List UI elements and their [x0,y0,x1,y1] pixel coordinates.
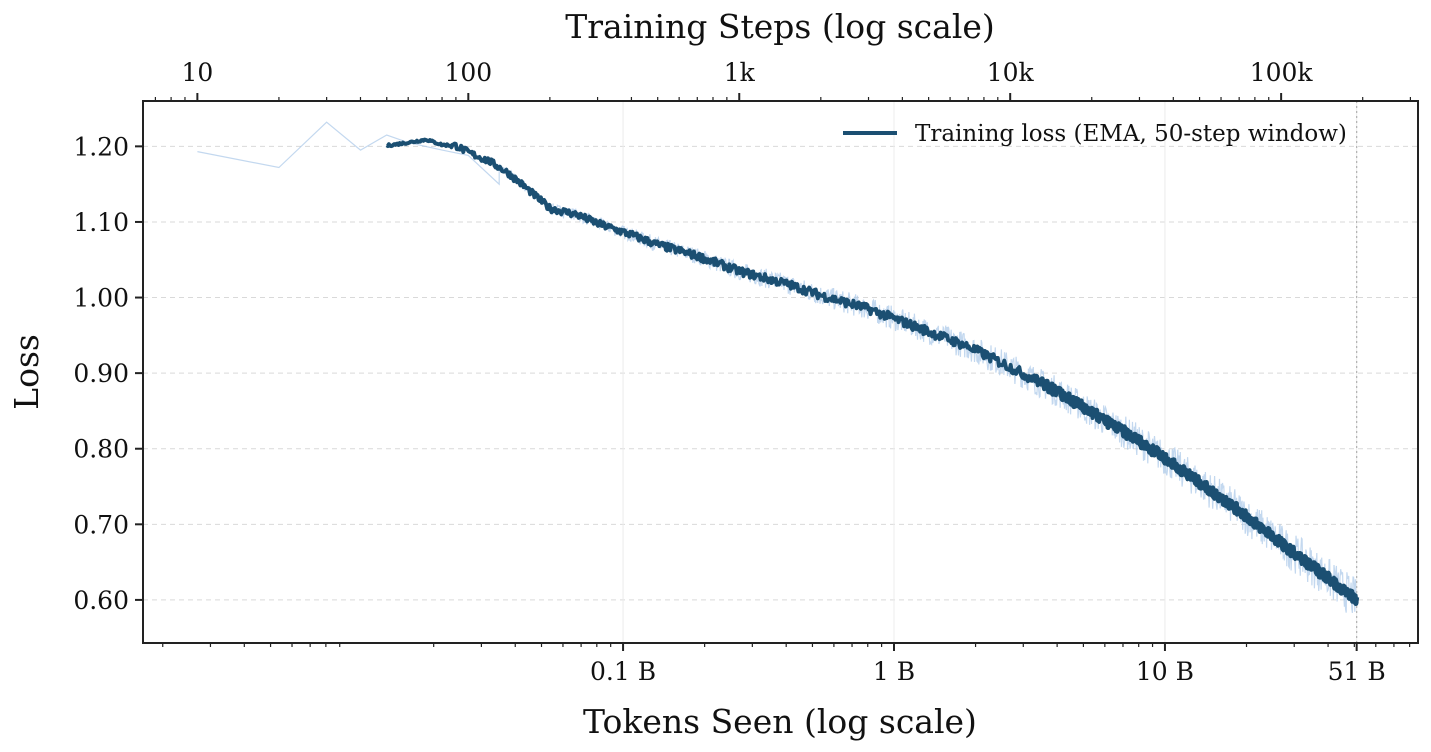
ema-loss-line [385,137,1359,605]
x-tick-label: 0.1 B [590,657,656,686]
top-tick-label: 10k [987,58,1035,87]
legend: Training loss (EMA, 50-step window) [843,121,1347,147]
x-tick-label: 10 B [1136,657,1194,686]
legend-label: Training loss (EMA, 50-step window) [915,121,1347,147]
plot-frame [142,100,1419,644]
grid-layer [143,101,1418,643]
x-axis-title: Tokens Seen (log scale) [583,702,977,741]
x-tick-label: 51 B [1328,657,1386,686]
top-tick-label: 100 [444,58,492,87]
y-tick-label: 1.20 [73,132,129,161]
y-tick-label: 0.90 [73,359,129,388]
top-axis-title: Training Steps (log scale) [565,7,995,46]
y-tick-label: 0.70 [73,510,129,539]
y-tick-label: 1.00 [73,284,129,313]
y-tick-label: 1.10 [73,208,129,237]
y-axis-title: Loss [7,334,46,410]
raw-loss-line [197,121,1358,613]
x-tick-label: 1 B [873,657,915,686]
raw-loss-layer [197,121,1358,613]
y-tick-label: 0.80 [73,435,129,464]
ema-loss-layer [385,137,1360,606]
y-tick-label: 0.60 [73,586,129,615]
ema-loss-tail [1029,373,1360,606]
top-tick-label: 100k [1250,58,1314,87]
top-tick-label: 10 [181,58,213,87]
axes-layer: 0.60 0.70 0.80 0.90 1.00 1.10 1.20 0.1 B 1 B 10 B… [73,58,1412,686]
top-tick-label: 1k [724,58,756,87]
